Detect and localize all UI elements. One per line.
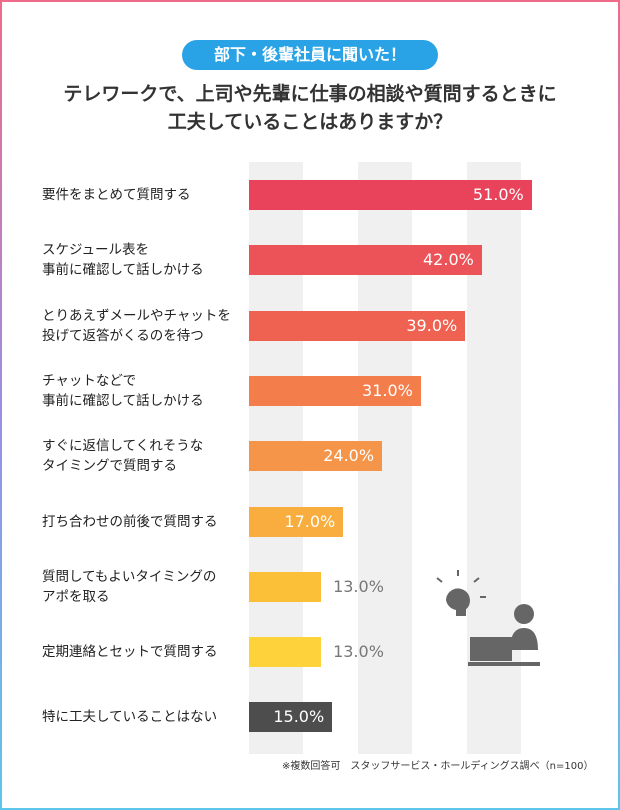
- value-label: 51.0%: [472, 185, 524, 204]
- value-label: 24.0%: [323, 446, 375, 466]
- bar: [249, 637, 322, 668]
- category-label: すぐに返信してくれそうな タイミングで質問する: [42, 438, 204, 475]
- bar: [249, 441, 383, 472]
- bar: [249, 702, 333, 733]
- category-label: 定期連絡とセットで質問する: [42, 644, 218, 661]
- value-label: 31.0%: [362, 380, 413, 400]
- category-label: スケジュール表を 事前に確認して話しかける: [42, 242, 204, 279]
- category-label: 要件をまとめて質問する: [42, 187, 191, 203]
- bar: [249, 310, 466, 341]
- bar: [249, 180, 532, 210]
- value-label: 13.0%: [333, 576, 384, 596]
- value-label: 17.0%: [284, 511, 336, 531]
- footnote: ※複数回答可 スタッフサービス・ホールディングス調べ（n=100）: [282, 761, 594, 772]
- bar: [249, 375, 421, 406]
- bar: [249, 571, 322, 602]
- category-label: 打ち合わせの前後で質問する: [42, 513, 218, 530]
- category-label: チャットなどで 事前に確認して話しかける: [42, 372, 204, 409]
- bar: [249, 245, 482, 276]
- value-label: 15.0%: [273, 707, 325, 727]
- category-label: 特に工夫していることはない: [42, 709, 218, 726]
- value-label: 13.0%: [333, 642, 384, 662]
- value-label: 42.0%: [423, 250, 474, 270]
- chart-title: テレワークで、上司や先輩に仕事の相談や質問するときに 工夫していることはあります…: [63, 83, 557, 133]
- value-label: 39.0%: [406, 315, 458, 335]
- category-label: とりあえずメールやチャットを 投げて返答がくるのを待つ: [42, 307, 231, 344]
- badge: 部下・後輩社員に聞いた！: [182, 40, 438, 70]
- category-label: 質問してもよいタイミングの アポを取る: [42, 568, 217, 605]
- bar: [249, 506, 344, 537]
